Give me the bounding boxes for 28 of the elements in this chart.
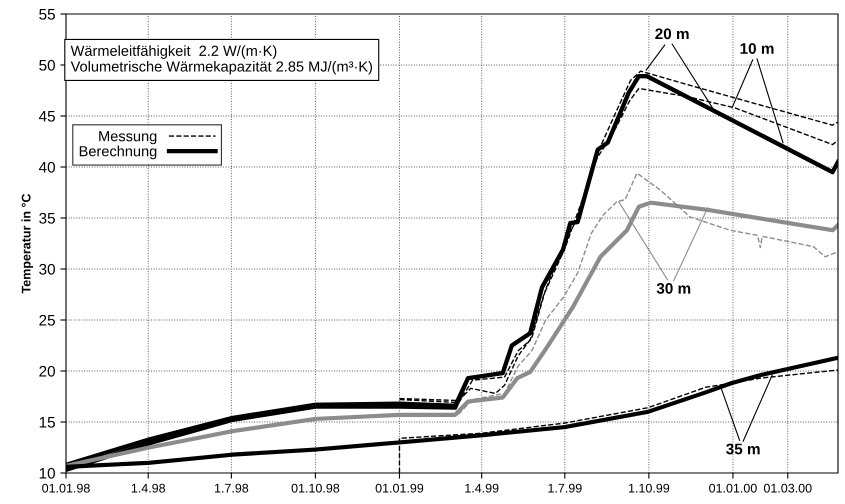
x-tick-label: 01.01.00 xyxy=(709,484,757,493)
x-tick-label: 1.4.99 xyxy=(465,484,498,493)
x-tick-label: 01.10.98 xyxy=(292,484,340,493)
annotation: 35 m xyxy=(726,444,760,454)
y-tick-label: 35 xyxy=(39,212,55,224)
y-axis-title: Temperatur in °C xyxy=(21,194,34,294)
y-tick-label: 20 xyxy=(39,366,55,377)
y-tick-label: 50 xyxy=(39,60,55,71)
x-tick-label: 1.7.99 xyxy=(548,484,582,493)
y-tick-label: 15 xyxy=(40,417,55,428)
y-tick-label: 55 xyxy=(39,9,55,20)
y-tick-label: 45 xyxy=(38,111,55,122)
x-tick-label: 1.7.98 xyxy=(214,484,248,493)
legend-label: Messung xyxy=(99,131,156,144)
x-tick-label: 01.01.98 xyxy=(42,484,90,493)
y-tick-label: 10 xyxy=(40,468,55,479)
x-tick-label: 1.10.99 xyxy=(628,484,670,493)
y-tick-label: 25 xyxy=(39,314,55,326)
x-tick-label: 01.01.99 xyxy=(376,484,424,493)
annotation: 30 m xyxy=(656,282,690,294)
y-tick-label: 40 xyxy=(38,162,55,173)
x-tick-label: 01.03.00 xyxy=(764,484,812,493)
annotation: 10 m xyxy=(740,43,774,54)
legend-label: Berechnung xyxy=(80,146,156,160)
annotation: Wärmeleitfähigkeit 2.2 W/(m·K) Volumetrische Wärmekapazität 2.85 MJ/(m³·K) xyxy=(70,45,372,75)
annotation: 20 m xyxy=(655,28,689,40)
x-tick-label: 1.4.98 xyxy=(132,484,166,493)
y-tick-label: 30 xyxy=(39,264,55,275)
